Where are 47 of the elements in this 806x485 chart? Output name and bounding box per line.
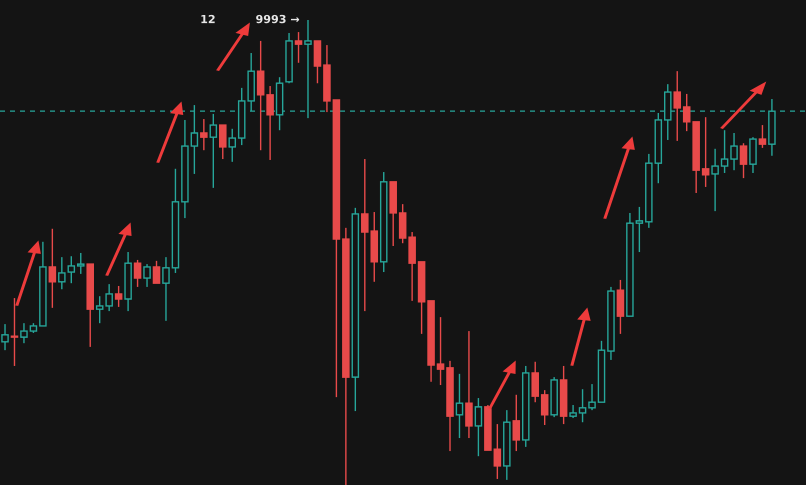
candlestick: [105, 283, 113, 312]
candlestick: [456, 373, 464, 439]
candlestick: [96, 296, 104, 324]
candlestick: [210, 113, 218, 189]
candlestick: [768, 98, 776, 156]
candlestick: [58, 256, 66, 290]
candlestick: [512, 394, 520, 452]
candlestick: [578, 388, 586, 423]
candlestick: [730, 132, 738, 171]
candlestick: [636, 206, 644, 253]
annotation: 12: [201, 14, 215, 24]
annotation: 9993 →: [256, 14, 300, 24]
candlestick: [503, 409, 511, 481]
candlestick: [342, 227, 350, 485]
candlestick: [522, 365, 530, 448]
candlestick: [200, 118, 208, 151]
candlestick: [68, 256, 76, 284]
candlestick: [323, 44, 331, 113]
candlestick: [465, 330, 473, 439]
candlestick: [654, 112, 662, 184]
candlestick: [494, 423, 502, 480]
candlestick: [645, 153, 653, 229]
candlestick: [720, 130, 728, 174]
candlestick: [238, 87, 246, 146]
candlestick: [540, 389, 548, 426]
candlestick: [181, 119, 189, 219]
candlestick: [702, 116, 710, 188]
candlestick: [162, 256, 170, 322]
candlestick: [380, 171, 388, 273]
candlestick: [682, 93, 690, 132]
candlestick: [560, 365, 568, 425]
candlestick: [114, 285, 122, 308]
candlestick: [228, 128, 236, 163]
candlestick: [474, 397, 482, 457]
candlestick: [76, 252, 85, 275]
candlestick: [48, 228, 56, 309]
candlestick: [361, 158, 369, 312]
candlestick: [616, 279, 624, 335]
candlestick: [711, 148, 719, 212]
candlestick: [124, 251, 132, 312]
candlestick: [256, 40, 264, 151]
candlestick: [266, 85, 274, 161]
candlestick: [673, 70, 682, 142]
candlestick: [10, 297, 18, 367]
candlestick: [172, 168, 180, 274]
candlestick: [408, 231, 416, 302]
candlestick: [370, 211, 378, 282]
